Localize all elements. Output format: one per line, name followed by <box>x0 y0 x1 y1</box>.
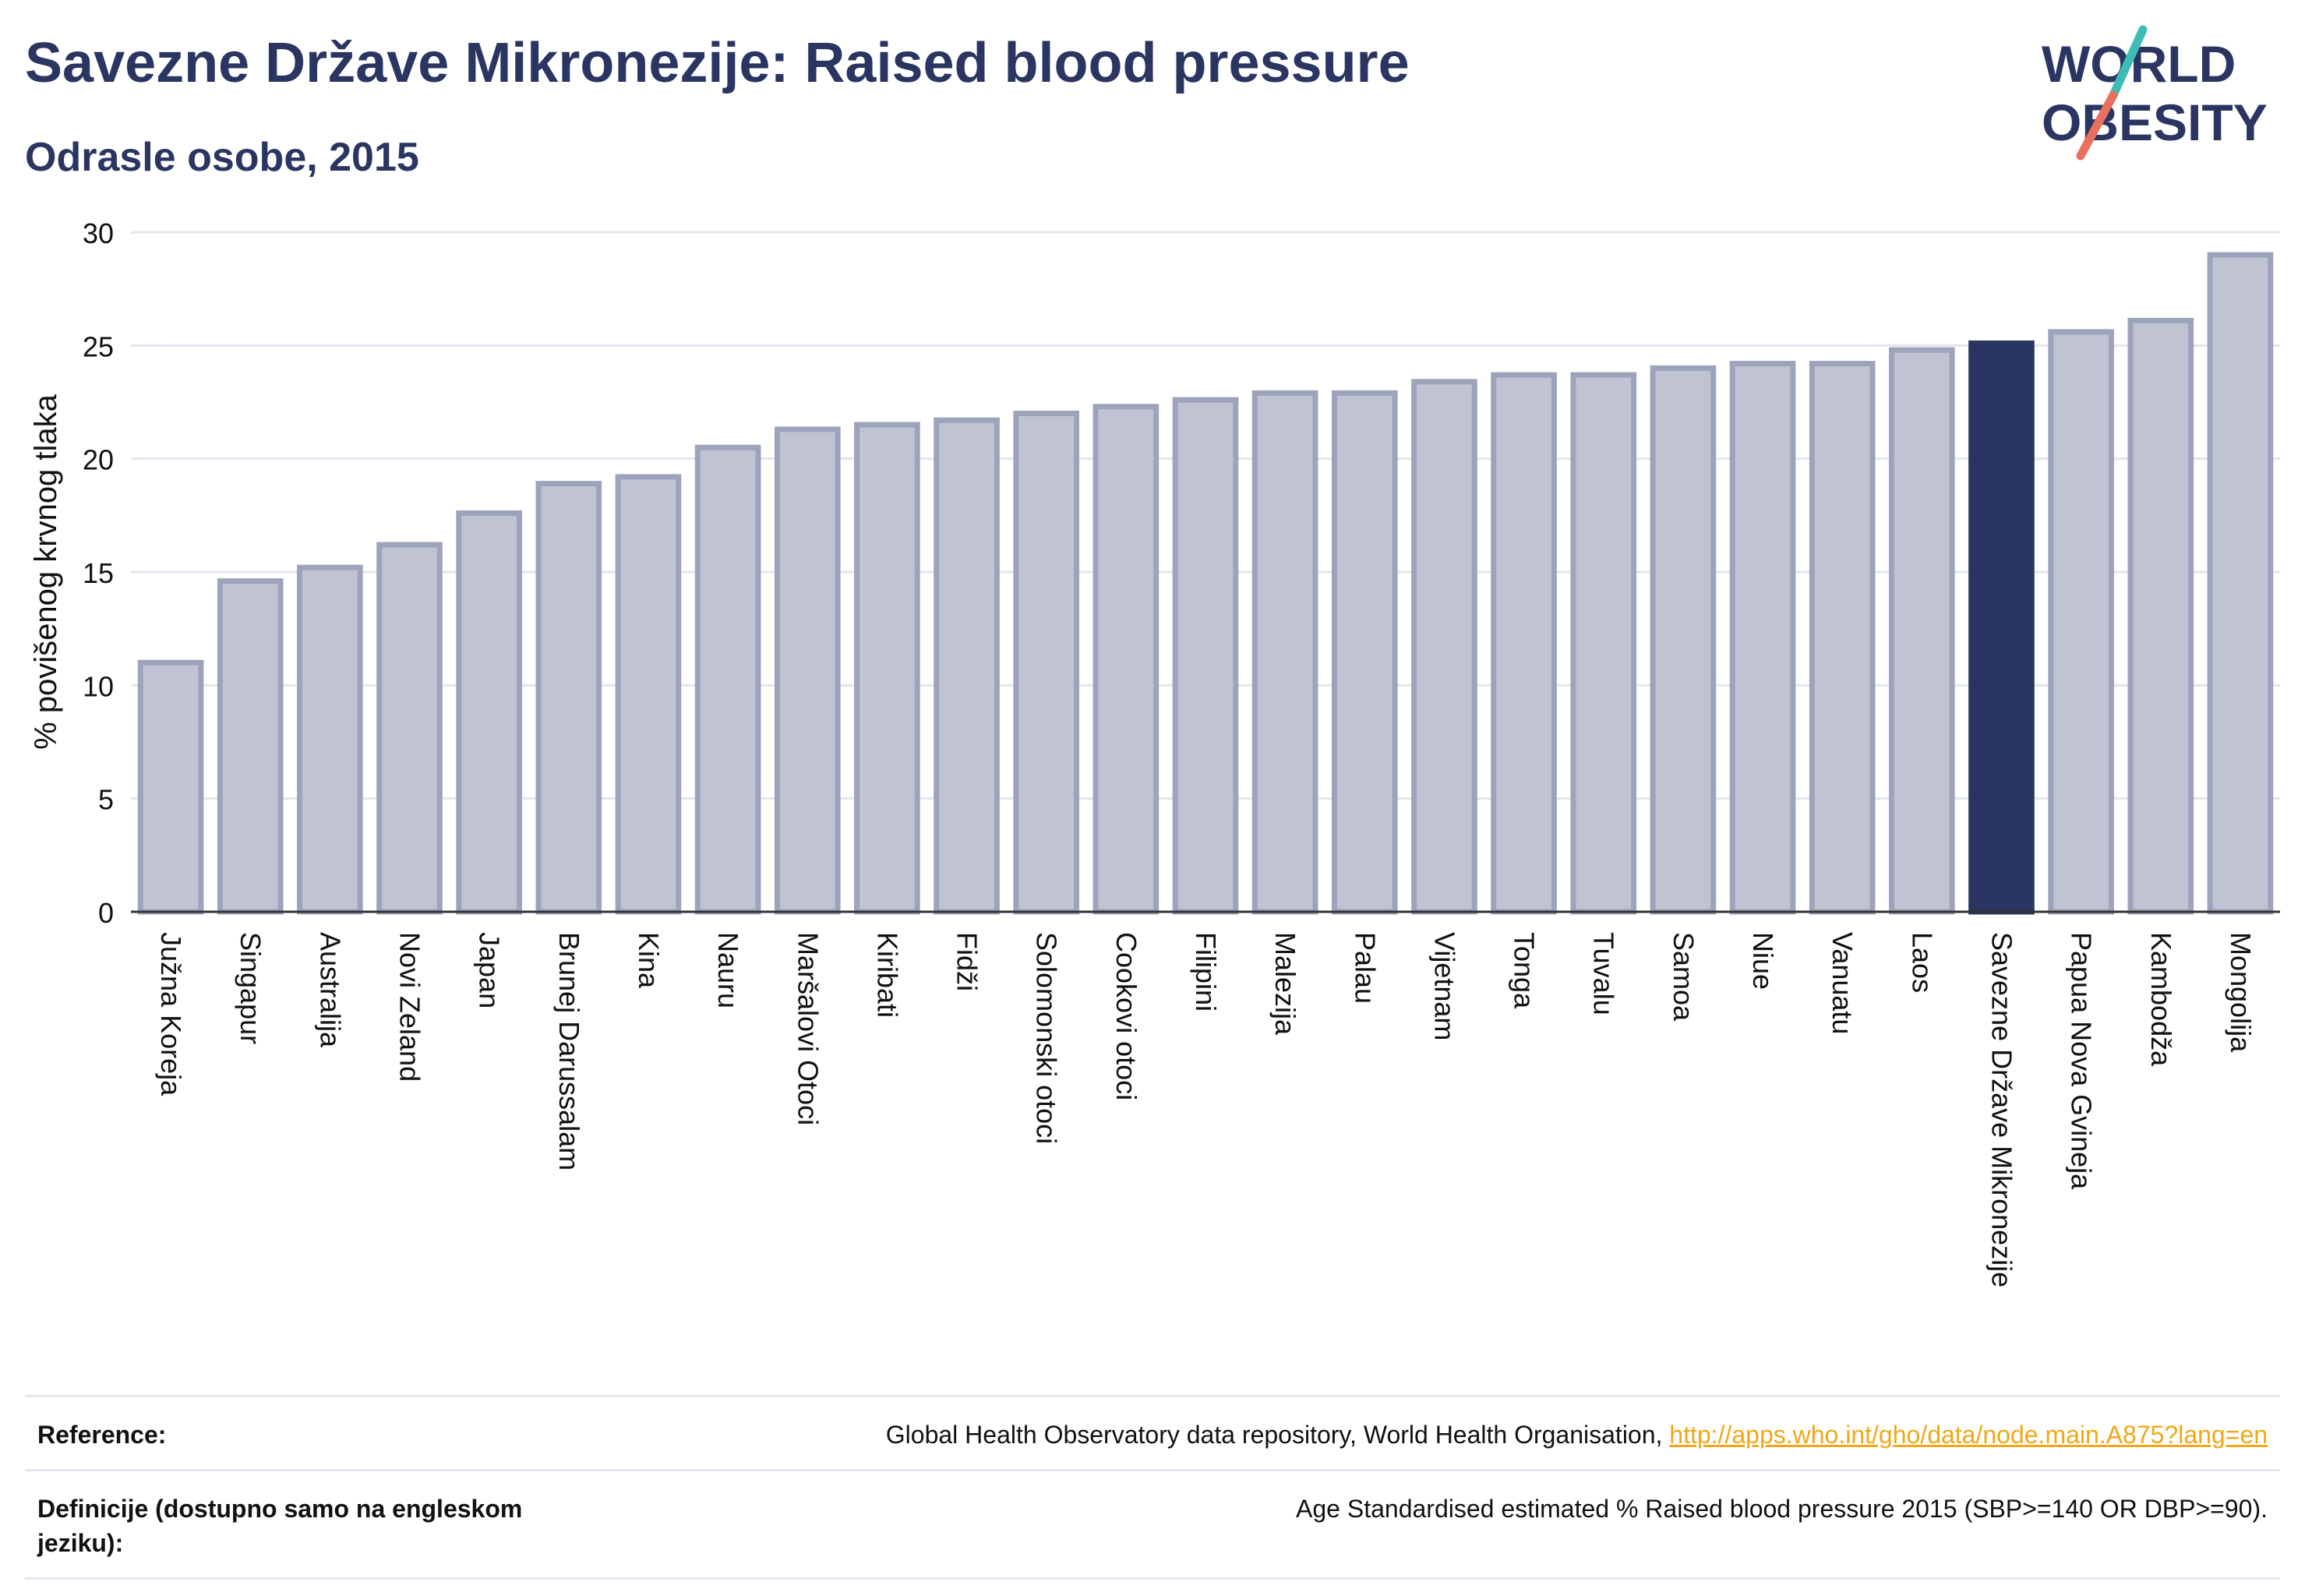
x-tick-label: Vanuatu <box>1827 932 1858 1034</box>
bar-solomonski-otoci[interactable] <box>1013 411 1080 915</box>
bar-vanuatu[interactable] <box>1809 361 1876 915</box>
x-tick-label: Australija <box>314 932 346 1048</box>
x-tick-label: Singapur <box>235 932 267 1044</box>
y-tick-label: 25 <box>83 330 114 362</box>
x-tick-label: Savezne Države Mikronezije <box>1986 932 2017 1287</box>
bar-vijetnam[interactable] <box>1411 379 1477 915</box>
bars <box>137 252 2274 915</box>
bar-tonga[interactable] <box>1491 372 1557 915</box>
x-tick-label: Nauru <box>712 932 744 1008</box>
chart-title: Savezne Države Mikronezije: Raised blood… <box>25 32 1410 94</box>
x-tick-label: Novi Zeland <box>394 932 426 1082</box>
bar-chart: 0 5 10 15 20 25 30 Južna Koreja Singapur Australi… <box>29 217 2280 1287</box>
logo-slash-coral <box>2076 90 2118 161</box>
bar-filipini[interactable] <box>1172 397 1239 915</box>
x-tick-label: Filipini <box>1190 932 1222 1012</box>
reference-row: Reference: Global Health Observatory dat… <box>25 1395 2280 1469</box>
definition-label: Definicije (dostupno samo na engleskom j… <box>37 1495 523 1557</box>
bar-malezija[interactable] <box>1251 390 1318 915</box>
logo-line2: OBESITY <box>2042 94 2268 151</box>
reference-table: Reference: Global Health Observatory dat… <box>25 1395 2280 1580</box>
bar-kambod-a[interactable] <box>2127 317 2194 915</box>
definition-value: Age Standardised estimated % Raised bloo… <box>1296 1495 2268 1523</box>
x-tick-label: Solomonski otoci <box>1031 932 1063 1144</box>
bar-laos[interactable] <box>1889 347 1955 915</box>
bar-kiribati[interactable] <box>854 422 920 915</box>
bar-savezne-dr-ave-mikronezije[interactable] <box>1968 340 2035 915</box>
x-tick-label: Palau <box>1349 932 1381 1004</box>
y-tick-label: 30 <box>83 217 114 249</box>
reference-value: Global Health Observatory data repositor… <box>886 1418 2268 1452</box>
bar-mongolija[interactable] <box>2207 252 2274 915</box>
bar-fid-i[interactable] <box>934 417 1000 915</box>
x-tick-label: Maršalovi Otoci <box>792 932 824 1125</box>
bar-brunej-darussalam[interactable] <box>535 481 602 915</box>
bar-australija[interactable] <box>297 564 363 915</box>
x-tick-label: Cookovi otoci <box>1110 932 1142 1100</box>
x-tick-label: Brunej Darussalam <box>553 932 585 1171</box>
bar-samoa[interactable] <box>1650 365 1717 915</box>
bar-papua-nova-gvineja[interactable] <box>2048 329 2114 915</box>
y-tick-label: 0 <box>98 897 114 929</box>
x-tick-label: Niue <box>1747 932 1779 990</box>
x-tick-label: Fidži <box>951 932 983 991</box>
y-axis-label: % povišenog krvnog tlaka <box>29 394 63 750</box>
bar-cookovi-otoci[interactable] <box>1092 404 1160 915</box>
bar-ju-na-koreja[interactable] <box>137 659 204 915</box>
x-tick-label: Tuvalu <box>1588 932 1620 1015</box>
chart-subtitle: Odrasle osobe, 2015 <box>25 135 419 180</box>
x-tick-label: Kiribati <box>871 932 903 1018</box>
bar-japan[interactable] <box>456 510 522 915</box>
world-obesity-logo: WORLD OBESITY <box>2042 25 2268 161</box>
x-tick-label: Malezija <box>1269 932 1301 1036</box>
bar-novi-zeland[interactable] <box>376 542 443 915</box>
logo-slash-teal <box>2109 25 2148 100</box>
bar-nauru[interactable] <box>694 444 761 915</box>
y-tick-label: 15 <box>83 557 114 589</box>
x-tick-label: Kambodža <box>2145 932 2177 1067</box>
x-tick-label: Tonga <box>1509 932 1541 1009</box>
bar-tuvalu[interactable] <box>1570 372 1637 915</box>
bar-niue[interactable] <box>1729 361 1796 915</box>
x-tick-label: Laos <box>1906 932 1938 993</box>
definition-row: Definicije (dostupno samo na engleskom j… <box>25 1469 2280 1580</box>
y-tick-label: 10 <box>83 670 114 702</box>
bar-kina[interactable] <box>615 474 682 915</box>
axes: 0 5 10 15 20 25 30 Južna Koreja Singapur Australi… <box>83 217 2280 1287</box>
bar-singapur[interactable] <box>217 578 284 915</box>
x-tick-label: Mongolija <box>2225 932 2257 1053</box>
y-tick-label: 5 <box>98 784 114 816</box>
x-tick-label: Japan <box>474 932 506 1008</box>
x-tick-label: Samoa <box>1668 932 1700 1022</box>
x-tick-label: Papua Nova Gvineja <box>2066 932 2098 1190</box>
reference-text: Global Health Observatory data repositor… <box>885 1421 1670 1449</box>
y-tick-label: 20 <box>83 444 114 476</box>
reference-link[interactable]: http://apps.who.int/gho/data/node.main.A… <box>1669 1421 2268 1449</box>
x-tick-label: Kina <box>633 932 665 989</box>
bar-palau[interactable] <box>1331 390 1398 915</box>
x-tick-label: Južna Koreja <box>155 932 187 1096</box>
reference-label: Reference: <box>37 1421 167 1449</box>
bar-mar-alovi-otoci[interactable] <box>774 426 841 915</box>
x-tick-label: Vijetnam <box>1428 932 1460 1040</box>
